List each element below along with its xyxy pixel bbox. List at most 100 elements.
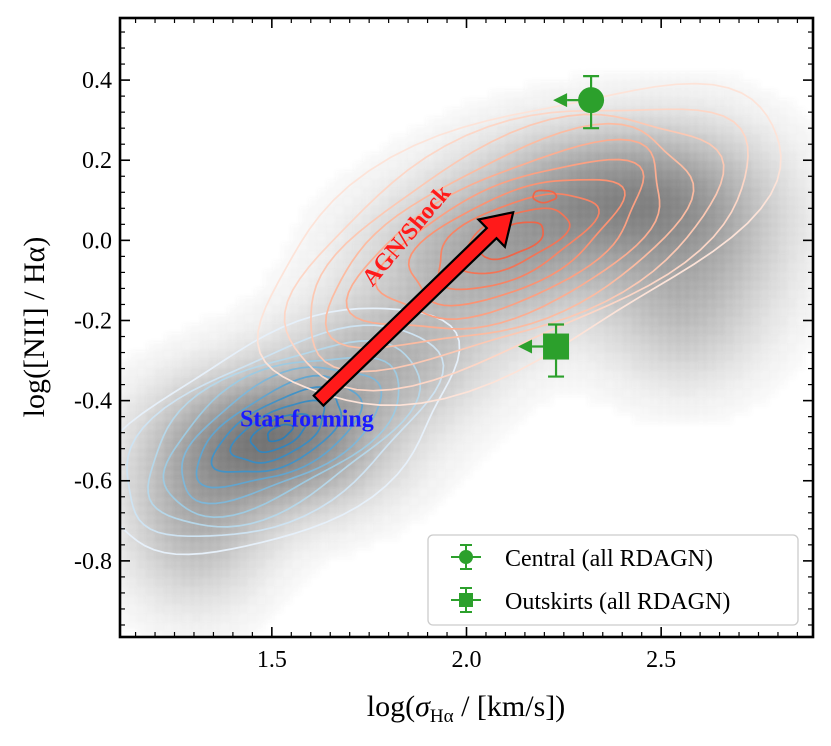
density-cell: [399, 198, 409, 208]
density-cell: [417, 252, 427, 262]
density-cell: [300, 504, 310, 514]
density-cell: [480, 108, 490, 118]
density-cell: [120, 603, 130, 613]
density-cell: [336, 396, 346, 406]
density-cell: [786, 153, 796, 163]
density-cell: [354, 189, 364, 199]
density-cell: [165, 522, 175, 532]
density-cell: [498, 315, 508, 325]
density-cell: [129, 369, 139, 379]
density-cell: [219, 414, 229, 424]
density-cell: [417, 207, 427, 217]
density-cell: [651, 189, 661, 199]
density-cell: [372, 522, 382, 532]
density-cell: [804, 126, 813, 136]
density-cell: [282, 432, 292, 442]
density-cell: [381, 261, 391, 271]
density-cell: [408, 513, 418, 523]
density-cell: [534, 261, 544, 271]
density-cell: [651, 333, 661, 343]
density-cell: [678, 378, 688, 388]
density-cell: [435, 234, 445, 244]
density-cell: [408, 189, 418, 199]
density-cell: [174, 567, 184, 577]
density-cell: [282, 360, 292, 370]
density-cell: [291, 477, 301, 487]
density-cell: [129, 549, 139, 559]
density-cell: [426, 459, 436, 469]
density-cell: [192, 369, 202, 379]
density-cell: [255, 468, 265, 478]
density-cell: [462, 162, 472, 172]
density-cell: [390, 270, 400, 280]
density-cell: [192, 495, 202, 505]
density-cell: [489, 252, 499, 262]
density-cell: [219, 333, 229, 343]
density-cell: [633, 108, 643, 118]
density-cell: [120, 522, 130, 532]
density-cell: [138, 621, 148, 631]
contour-line: [310, 113, 725, 373]
density-cell: [705, 342, 715, 352]
density-cell: [714, 270, 724, 280]
density-cell: [642, 369, 652, 379]
density-cell: [687, 243, 697, 253]
contour-line: [324, 122, 695, 349]
density-cell: [129, 441, 139, 451]
density-cell: [219, 423, 229, 433]
density-cell: [363, 252, 373, 262]
density-cell: [543, 225, 553, 235]
density-cell: [219, 477, 229, 487]
density-cell: [174, 414, 184, 424]
density-cell: [723, 270, 733, 280]
density-cell: [192, 477, 202, 487]
density-cell: [300, 297, 310, 307]
density-cell: [426, 171, 436, 181]
density-cell: [210, 324, 220, 334]
density-cell: [516, 261, 526, 271]
density-cell: [300, 540, 310, 550]
density-cell: [255, 576, 265, 586]
density-cell: [120, 432, 130, 442]
density-cell: [210, 450, 220, 460]
density-cell: [660, 90, 670, 100]
density-cell: [552, 207, 562, 217]
density-cell: [381, 513, 391, 523]
density-cell: [615, 162, 625, 172]
density-cell: [282, 549, 292, 559]
density-cell: [768, 306, 778, 316]
density-cell: [390, 162, 400, 172]
density-cell: [147, 486, 157, 496]
density-cell: [768, 117, 778, 127]
density-cell: [804, 162, 813, 172]
density-cell: [480, 315, 490, 325]
density-cell: [156, 585, 166, 595]
density-cell: [615, 261, 625, 271]
density-cell: [786, 234, 796, 244]
density-cell: [723, 90, 733, 100]
y-tick-label: -0.8: [74, 549, 112, 575]
density-cell: [192, 540, 202, 550]
density-cell: [633, 243, 643, 253]
density-cell: [687, 324, 697, 334]
density-cell: [480, 297, 490, 307]
density-cell: [246, 558, 256, 568]
density-cell: [210, 585, 220, 595]
density-cell: [705, 315, 715, 325]
density-cell: [786, 180, 796, 190]
density-cell: [372, 468, 382, 478]
density-cell: [516, 117, 526, 127]
density-cell: [777, 297, 787, 307]
density-cell: [237, 468, 247, 478]
density-cell: [192, 333, 202, 343]
density-cell: [165, 558, 175, 568]
density-cell: [552, 306, 562, 316]
density-cell: [165, 531, 175, 541]
density-cell: [210, 603, 220, 613]
density-cell: [309, 306, 319, 316]
density-cell: [165, 396, 175, 406]
density-cell: [642, 297, 652, 307]
density-cell: [345, 171, 355, 181]
density-cell: [741, 378, 751, 388]
density-cell: [534, 378, 544, 388]
